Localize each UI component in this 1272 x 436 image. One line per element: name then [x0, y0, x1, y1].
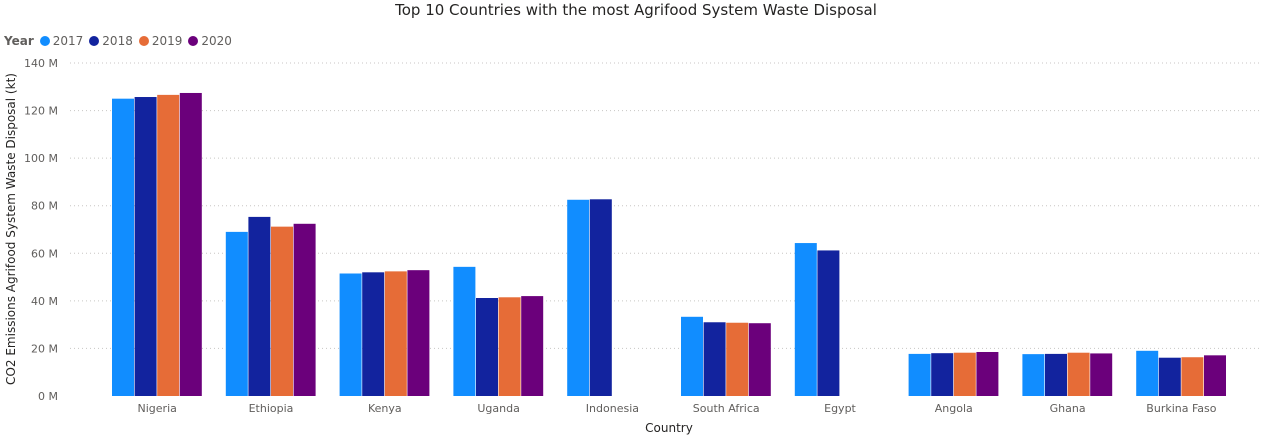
legend-item-2018[interactable]: 2018 [89, 34, 133, 48]
bar-ethiopia-2019[interactable] [271, 226, 293, 396]
legend-label-2020: 2020 [201, 34, 232, 48]
legend-item-2020[interactable]: 2020 [188, 34, 232, 48]
bar-ethiopia-2020[interactable] [293, 223, 316, 396]
legend-item-2019[interactable]: 2019 [138, 34, 183, 48]
y-tick-label: 80 M [31, 200, 58, 213]
bar-nigeria-2018[interactable] [134, 97, 157, 396]
x-tick-label: Uganda [477, 402, 519, 415]
bar-kenya-2020[interactable] [407, 270, 430, 396]
bar-indonesia-2017[interactable] [567, 199, 590, 396]
bar-south-africa-2019[interactable] [726, 322, 749, 396]
chart-title: Top 10 Countries with the most Agrifood … [395, 1, 877, 19]
x-tick-label: Burkina Faso [1146, 402, 1216, 415]
bar-kenya-2019[interactable] [384, 271, 407, 396]
bar-ethiopia-2018[interactable] [248, 216, 271, 396]
bar-burkina-faso-2017[interactable] [1136, 350, 1159, 396]
bar-angola-2018[interactable] [931, 353, 954, 396]
bar-uganda-2019[interactable] [498, 297, 521, 396]
y-tick-label: 60 M [31, 247, 58, 260]
y-tick-label: 140 M [24, 57, 58, 70]
bar-burkina-faso-2020[interactable] [1204, 355, 1226, 396]
bar-burkina-faso-2018[interactable] [1158, 357, 1181, 396]
bar-south-africa-2017[interactable] [681, 316, 703, 396]
bar-south-africa-2018[interactable] [703, 322, 726, 396]
bar-kenya-2017[interactable] [339, 273, 362, 396]
bar-ethiopia-2017[interactable] [225, 231, 248, 396]
legend-label-2017: 2017 [52, 34, 84, 48]
y-tick-label: 0 M [38, 390, 58, 403]
x-axis-title: Country [645, 421, 693, 435]
bar-angola-2019[interactable] [953, 352, 976, 396]
bar-ghana-2018[interactable] [1045, 353, 1067, 396]
legend: Year 2017 2018 2019 2020 [4, 32, 238, 50]
y-tick-label: 100 M [24, 152, 58, 165]
x-tick-label: Egypt [824, 402, 856, 415]
legend-item-2017[interactable]: 2017 [39, 34, 84, 48]
legend-swatch-2020 [188, 36, 199, 46]
bar-egypt-2017[interactable] [794, 243, 817, 396]
bar-nigeria-2020[interactable] [179, 92, 202, 396]
x-tick-label: Ghana [1050, 402, 1086, 415]
legend-swatch-2017 [39, 36, 50, 46]
y-tick-label: 120 M [24, 105, 58, 118]
bar-uganda-2017[interactable] [453, 266, 476, 396]
bar-nigeria-2019[interactable] [157, 94, 180, 396]
x-tick-label: Kenya [368, 402, 402, 415]
bar-uganda-2018[interactable] [476, 298, 498, 396]
bar-south-africa-2020[interactable] [748, 323, 771, 396]
x-tick-label: Angola [935, 402, 973, 415]
bar-nigeria-2017[interactable] [112, 98, 134, 396]
legend-swatch-2018 [89, 36, 100, 46]
bar-uganda-2020[interactable] [521, 296, 544, 396]
legend-swatch-2019 [138, 36, 149, 46]
bar-indonesia-2018[interactable] [589, 199, 612, 396]
bar-angola-2020[interactable] [976, 351, 999, 396]
bar-ghana-2020[interactable] [1090, 353, 1113, 396]
bar-kenya-2018[interactable] [362, 272, 385, 396]
y-tick-label: 20 M [31, 342, 58, 355]
y-axis-title: CO2 Emissions Agrifood System Waste Disp… [4, 73, 18, 385]
bar-ghana-2017[interactable] [1022, 354, 1045, 396]
bar-angola-2017[interactable] [908, 353, 931, 396]
x-tick-label: Ethiopia [249, 402, 294, 415]
legend-title: Year [4, 34, 34, 48]
legend-label-2019: 2019 [151, 34, 183, 48]
legend-label-2018: 2018 [102, 34, 133, 48]
x-tick-label: South Africa [693, 402, 760, 415]
x-tick-label: Indonesia [586, 402, 639, 415]
x-tick-label: Nigeria [138, 402, 177, 415]
bar-egypt-2018[interactable] [817, 250, 840, 396]
bar-ghana-2019[interactable] [1067, 352, 1090, 396]
y-tick-label: 40 M [31, 295, 58, 308]
bar-burkina-faso-2019[interactable] [1181, 357, 1204, 396]
